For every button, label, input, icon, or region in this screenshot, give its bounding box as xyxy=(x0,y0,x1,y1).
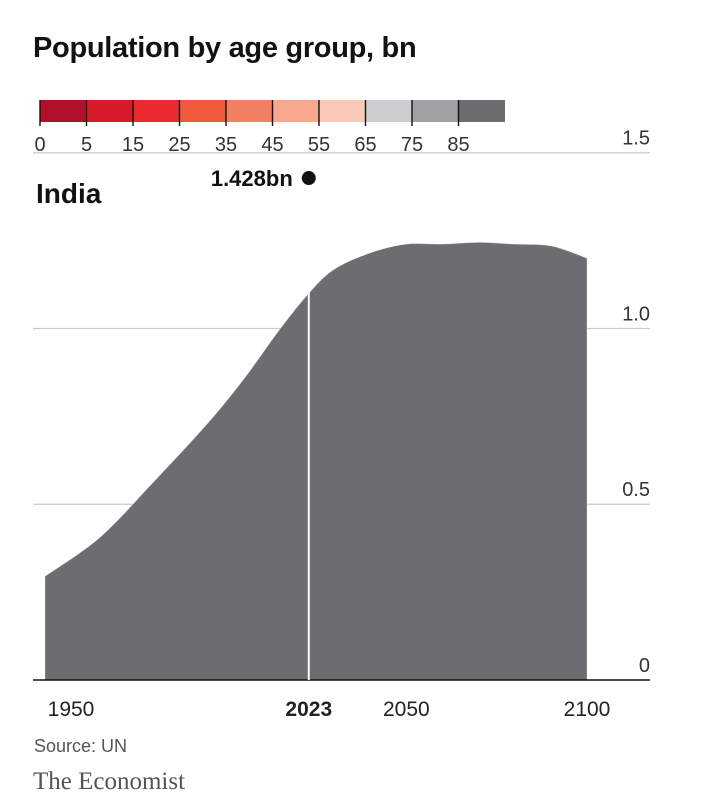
annotation-dot xyxy=(299,169,318,188)
y-tick-label: 0.5 xyxy=(622,479,650,501)
x-tick-label-2023: 2023 xyxy=(285,698,332,721)
annotation-label: 1.428bn xyxy=(211,166,293,191)
y-tick-label: 1.0 xyxy=(622,303,650,325)
area-age-band-9 xyxy=(44,241,588,681)
panel-title: India xyxy=(36,178,102,209)
x-tick-label-2100: 2100 xyxy=(564,698,611,721)
source-note: Source: UN xyxy=(34,736,128,756)
x-tick-label-1950: 1950 xyxy=(48,698,95,721)
y-tick-label: 1.5 xyxy=(622,128,650,150)
x-tick-label-2050: 2050 xyxy=(383,698,430,721)
chart-title: Population by age group, bn xyxy=(33,32,417,64)
y-tick-label: 0 xyxy=(639,655,650,677)
publisher-brand: The Economist xyxy=(33,768,186,795)
